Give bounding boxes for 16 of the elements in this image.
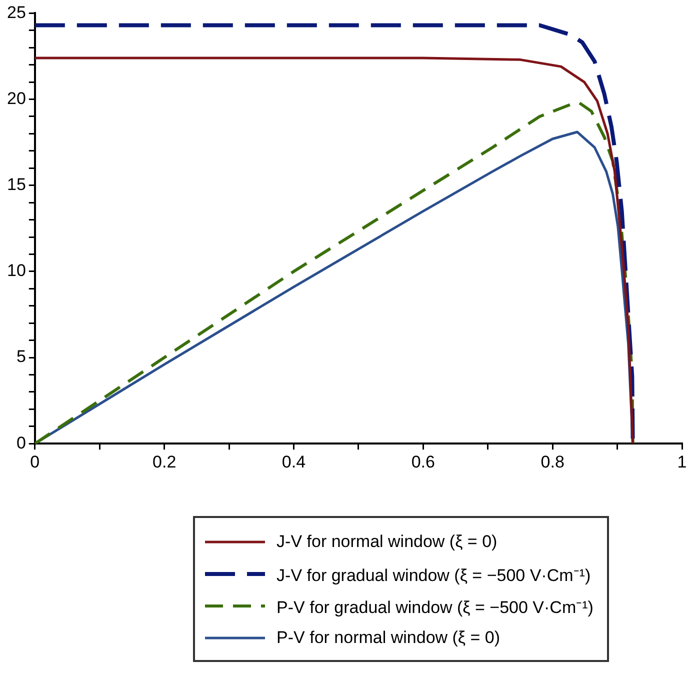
legend-label: P-V for gradual window (ξ = −500 V·Cm⁻¹) xyxy=(276,596,594,618)
x-tick-label: 0.2 xyxy=(152,452,176,472)
legend-label: J-V for gradual window (ξ = −500 V·Cm⁻¹) xyxy=(276,564,591,586)
x-tick-label: 0.8 xyxy=(540,452,564,472)
legend-label: J-V for normal window (ξ = 0) xyxy=(276,532,498,552)
y-tick-label: 25 xyxy=(6,2,26,22)
y-tick-label: 10 xyxy=(6,261,26,280)
x-tick-label: 1 xyxy=(677,452,687,472)
y-tick-label: 15 xyxy=(6,175,26,194)
legend-label: P-V for normal window (ξ = 0) xyxy=(276,628,500,648)
y-tick-label: 0 xyxy=(16,433,26,452)
y-tick-label: 20 xyxy=(6,88,26,108)
y-tick-label: 5 xyxy=(16,347,26,366)
x-tick-label: 0 xyxy=(30,452,40,472)
x-tick-label: 0.4 xyxy=(282,452,306,472)
x-tick-label: 0.6 xyxy=(411,452,435,472)
